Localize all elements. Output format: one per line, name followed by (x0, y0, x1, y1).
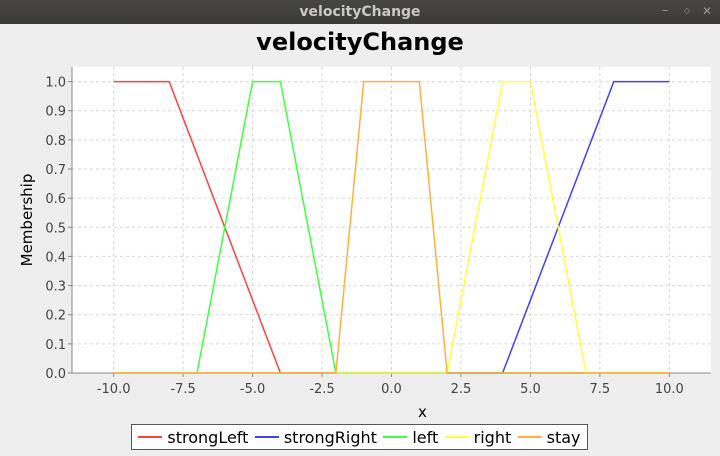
legend-item-right: right (444, 427, 512, 447)
legend-item-left: left (383, 428, 438, 447)
y-tick-label: 0.2 (45, 309, 66, 324)
legend-label: left (412, 427, 439, 447)
x-tick-label: 0.0 (381, 382, 402, 397)
legend-item-stay: stay (517, 427, 581, 447)
y-tick-label: 0.9 (45, 105, 66, 120)
legend-swatch (138, 436, 163, 438)
legend-swatch (444, 436, 469, 438)
y-tick-label: 0.3 (45, 280, 66, 295)
legend-label: stay (546, 427, 581, 447)
x-tick-label: 2.5 (451, 382, 472, 397)
y-tick-label: 0.4 (45, 250, 66, 265)
legend-swatch (383, 436, 408, 438)
legend-swatch (517, 436, 542, 438)
legend-item-strongLeft: strongLeft (138, 428, 248, 447)
chart-panel: velocityChange -10.0 -7.5 -5.0 -2.5 0.0 2.5 5.… (0, 24, 720, 456)
y-tick-label: 1.0 (45, 76, 66, 91)
y-tick-label: 0.6 (45, 192, 66, 207)
x-tick-label: 5.0 (520, 382, 541, 397)
x-tick-label: 10.0 (655, 382, 684, 397)
window-title: velocityChange (299, 4, 421, 20)
legend-label: strongRight (283, 427, 377, 447)
x-tick-label: -5.0 (240, 382, 265, 397)
x-tick-label: -2.5 (309, 382, 334, 397)
y-axis-label: Membership (18, 174, 36, 267)
y-tick-label: 0.7 (45, 163, 66, 178)
y-tick-label: 0.8 (45, 134, 66, 149)
series-line-stay (113, 80, 670, 374)
minimize-icon[interactable]: – (661, 3, 669, 18)
x-tick-label: -7.5 (170, 382, 195, 397)
close-icon[interactable]: ✕ (701, 4, 713, 18)
legend-item-strongRight: strongRight (254, 427, 377, 447)
chart-legend: strongLeft strongRight left right stay (131, 424, 588, 450)
legend-label: strongLeft (167, 427, 249, 447)
chart-title: velocityChange (256, 28, 464, 56)
x-axis-label: x (418, 403, 427, 421)
title-bar[interactable]: velocityChange – ◇ ✕ (0, 0, 720, 24)
y-tick-label: 0.0 (45, 367, 66, 382)
y-tick-label: 0.5 (45, 221, 66, 236)
legend-label: right (473, 427, 512, 447)
chart-plot: -10.0 -7.5 -5.0 -2.5 0.0 2.5 5.0 7.5 10.0 0.0 0.1 0… (18, 67, 711, 421)
maximize-icon[interactable]: ◇ (683, 6, 691, 15)
legend-swatch (254, 436, 279, 438)
y-tick-label: 0.1 (45, 338, 66, 353)
x-tick-label: 7.5 (590, 382, 611, 397)
x-tick-label: -10.0 (97, 382, 131, 397)
